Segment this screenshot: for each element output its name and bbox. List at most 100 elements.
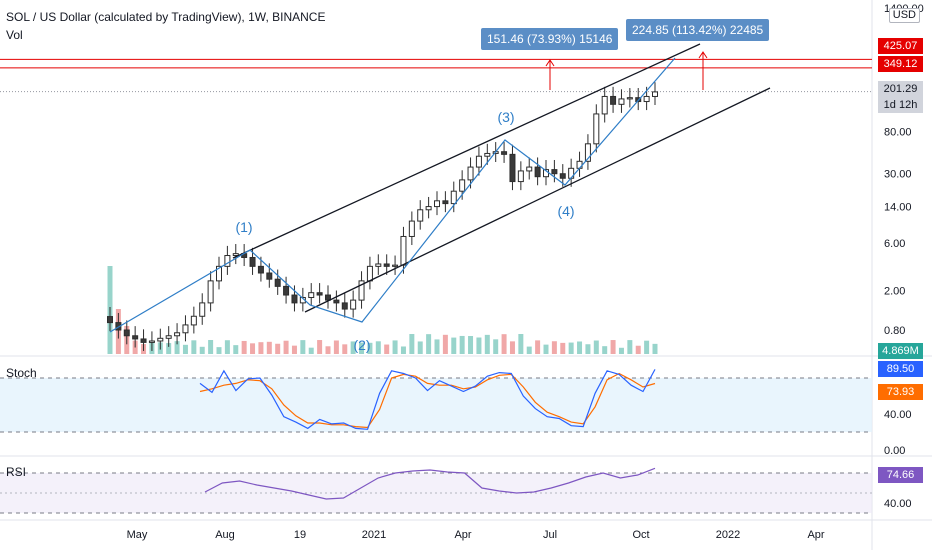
volume-bar [291, 345, 297, 354]
volume-bar [166, 343, 172, 354]
candle-body [140, 338, 147, 343]
candle-body [459, 179, 466, 192]
candle-body [190, 315, 197, 326]
time-tick-label: 2021 [362, 529, 386, 541]
rsi-label: RSI [6, 465, 27, 479]
wave-label: (3) [497, 109, 514, 125]
candle-body [475, 155, 482, 168]
wave-label: (1) [235, 219, 252, 235]
volume-bar [375, 341, 381, 354]
symbol-title: SOL / US Dollar (calculated by TradingVi… [6, 10, 326, 24]
volume-bar [174, 341, 180, 354]
stoch-k-tag: 89.50 [878, 361, 923, 377]
volume-bar [535, 340, 541, 354]
candle-body [232, 253, 239, 257]
candle-body [174, 332, 181, 337]
volume-bar [442, 334, 448, 354]
volume-bar [367, 342, 373, 354]
candle-body [576, 160, 583, 169]
volume-bar [476, 337, 482, 354]
elliott-wave-line [109, 57, 676, 333]
candle-body [610, 95, 617, 105]
candle-body [375, 263, 382, 267]
volume-bar [593, 340, 599, 354]
volume-label: Vol [6, 28, 23, 42]
measure-arrowhead-1 [545, 59, 555, 67]
candle-body [425, 206, 432, 211]
volume-bar [283, 340, 289, 354]
volume-bar [300, 340, 306, 354]
stoch-tick-label: 40.00 [884, 409, 912, 421]
volume-bar [610, 340, 616, 354]
candle-body [417, 209, 424, 222]
volume-bar [400, 346, 406, 354]
time-tick-label: May [127, 529, 148, 541]
candle-body [207, 280, 214, 304]
candle-body [383, 263, 390, 267]
candle-body [283, 285, 290, 296]
stoch-d-line [199, 372, 656, 429]
candle-body [400, 235, 407, 266]
volume-bar [551, 341, 557, 354]
volume-bar [644, 340, 650, 354]
candle-body [626, 97, 633, 100]
rsi-tick-label: 40.00 [884, 498, 912, 510]
volume-bar [417, 341, 423, 354]
volume-bar [543, 344, 549, 354]
price-tick-label: 30.00 [884, 169, 912, 181]
candle-body [316, 292, 323, 296]
candle-body [165, 335, 172, 339]
candle-body [467, 166, 474, 181]
stoch-d-tag: 73.93 [878, 384, 923, 400]
volume-bar [325, 346, 331, 354]
price-tick-label: 14.00 [884, 202, 912, 214]
candle-body [584, 143, 591, 162]
candle-body [350, 299, 357, 310]
volume-bar [577, 341, 583, 354]
stoch-tick-label: 0.00 [884, 445, 905, 457]
volume-bar [484, 334, 490, 354]
measure-label-2: 224.85 (113.42%) 22485 [626, 19, 770, 41]
price-tick-label: 0.80 [884, 325, 905, 337]
candle-body [224, 255, 231, 267]
candle-body [526, 166, 533, 172]
volume-bar [509, 341, 515, 354]
volume-bar [250, 343, 256, 354]
volume-bar [518, 334, 524, 354]
candle-body [484, 152, 491, 157]
volume-bar [652, 343, 658, 354]
candle-body [123, 329, 130, 337]
price-tick-label: 2.00 [884, 285, 905, 297]
candle-body [517, 170, 524, 183]
volume-bar [199, 346, 205, 354]
candle-body [216, 265, 222, 282]
volume-bar [568, 342, 574, 354]
volume-bar [233, 345, 239, 354]
candle-body [325, 294, 331, 301]
volume-bar [333, 340, 339, 354]
candle-body [643, 95, 650, 103]
volume-bar [208, 340, 214, 354]
volume-bar [182, 344, 188, 354]
stoch-k-line [199, 369, 656, 430]
candle-body [199, 302, 206, 317]
volume-bar [258, 342, 264, 354]
candle-body [107, 316, 113, 324]
channel-lower-line [304, 87, 771, 313]
candle-body [559, 173, 566, 179]
candle-body [450, 190, 457, 205]
candle-body [249, 256, 256, 267]
candle-body [442, 200, 449, 205]
volume-bar [317, 340, 323, 354]
candle-body [434, 200, 440, 208]
candle-body [132, 335, 139, 340]
candle-body [257, 265, 264, 274]
candle-body [308, 292, 315, 298]
candle-body [266, 272, 273, 280]
volume-bar [308, 347, 314, 354]
currency-button[interactable]: USD [888, 8, 920, 23]
volume-bar [191, 340, 197, 354]
time-tick-label: 2022 [716, 529, 740, 541]
volume-bar [342, 344, 348, 354]
